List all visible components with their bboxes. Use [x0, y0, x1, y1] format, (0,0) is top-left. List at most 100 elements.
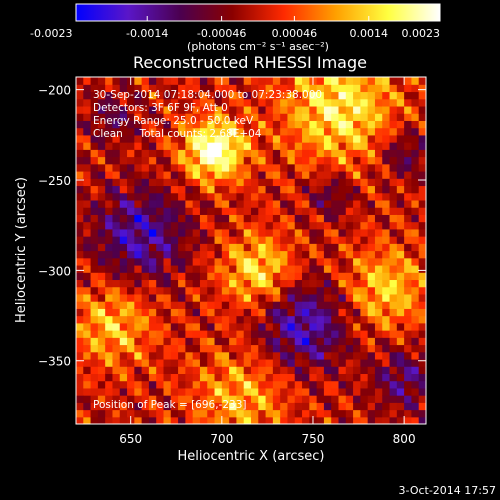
heatmap-cell [353, 199, 361, 208]
heatmap-cell [272, 409, 281, 418]
heatmap-cell [287, 366, 296, 374]
heatmap-cell [112, 98, 121, 107]
heatmap-cell [236, 199, 245, 208]
heatmap-cell [353, 228, 361, 237]
heatmap-cell [418, 134, 426, 143]
heatmap-cell [418, 330, 426, 338]
heatmap-cell [178, 337, 186, 346]
heatmap-cell [382, 257, 391, 266]
heatmap-cell [76, 127, 84, 136]
heatmap-cell [316, 293, 325, 302]
heatmap-cell [360, 272, 369, 281]
heatmap-cell [272, 315, 281, 324]
heatmap-cell [76, 373, 84, 382]
heatmap-cell [207, 416, 216, 424]
heatmap-cell [396, 120, 405, 129]
heatmap-cell [367, 113, 376, 121]
heatmap-cell [127, 330, 135, 338]
heatmap-cell [141, 358, 150, 367]
heatmap-cell [353, 250, 361, 259]
heatmap-cell [374, 395, 383, 403]
heatmap-cell [236, 170, 245, 179]
heatmap-cell [105, 250, 114, 259]
heatmap-cell [345, 84, 354, 93]
heatmap-cell [353, 272, 361, 281]
heatmap-cell [338, 308, 347, 317]
heatmap-cell [353, 279, 361, 288]
heatmap-cell [294, 149, 303, 158]
heatmap-cell [112, 77, 121, 85]
heatmap-cell [411, 91, 420, 100]
heatmap-cell [411, 308, 420, 317]
heatmap-cell [148, 156, 157, 165]
heatmap-cell [178, 264, 186, 273]
heatmap-cell [214, 105, 223, 114]
heatmap-cell [396, 416, 405, 424]
heatmap-cell [76, 142, 84, 150]
heatmap-cell [141, 98, 150, 107]
heatmap-cell [367, 373, 376, 382]
heatmap-cell [236, 358, 245, 367]
heatmap-cell [338, 264, 347, 273]
heatmap-cell [192, 380, 201, 389]
heatmap-cell [367, 243, 376, 252]
heatmap-cell [411, 330, 420, 338]
heatmap-cell [141, 293, 150, 302]
heatmap-cell [404, 243, 413, 252]
heatmap-cell [163, 387, 172, 396]
heatmap-cell [404, 337, 413, 346]
heatmap-cell [411, 149, 420, 158]
heatmap-cell [345, 185, 354, 194]
heatmap-cell [411, 228, 420, 237]
heatmap-cell [272, 98, 281, 107]
heatmap-cell [105, 330, 114, 338]
heatmap-cell [105, 221, 114, 230]
heatmap-cell [338, 84, 347, 93]
heatmap-cell [331, 156, 340, 165]
heatmap-cell [156, 286, 165, 295]
heatmap-cell [272, 228, 281, 237]
heatmap-cell [83, 77, 92, 85]
heatmap-cell [221, 380, 230, 389]
heatmap-cell [76, 192, 84, 201]
heatmap-cell [97, 293, 106, 302]
heatmap-cell [192, 113, 201, 121]
heatmap-cell [382, 322, 391, 331]
heatmap-cell [353, 315, 361, 324]
heatmap-cell [236, 395, 245, 403]
heatmap-cell [316, 156, 325, 165]
heatmap-cell [148, 402, 157, 411]
heatmap-cell [309, 293, 318, 302]
heatmap-cell [367, 264, 376, 273]
heatmap-cell [302, 293, 310, 302]
heatmap-cell [316, 308, 325, 317]
heatmap-cell [141, 149, 150, 158]
heatmap-cell [112, 142, 121, 150]
heatmap-cell [97, 366, 106, 374]
heatmap-cell [229, 134, 238, 143]
heatmap-cell [192, 91, 201, 100]
heatmap-cell [148, 373, 157, 382]
heatmap-cell [97, 351, 106, 360]
heatmap-cell [119, 409, 128, 418]
heatmap-cell [156, 105, 165, 114]
heatmap-cell [214, 366, 223, 374]
heatmap-cell [119, 373, 128, 382]
heatmap-cell [265, 402, 274, 411]
heatmap-cell [178, 120, 186, 129]
heatmap-cell [404, 236, 413, 244]
heatmap-cell [119, 105, 128, 114]
heatmap-cell [207, 315, 216, 324]
heatmap-cell [243, 98, 252, 107]
heatmap-cell [170, 308, 179, 317]
heatmap-cell [229, 279, 238, 288]
colorbar-tick-label: -0.00046 [197, 27, 246, 40]
heatmap-cell [127, 351, 135, 360]
heatmap-cell [229, 373, 238, 382]
heatmap-cell [229, 395, 238, 403]
heatmap-cell [404, 250, 413, 259]
heatmap-cell [156, 170, 165, 179]
heatmap-cell [83, 373, 92, 382]
heatmap-cell [367, 105, 376, 114]
